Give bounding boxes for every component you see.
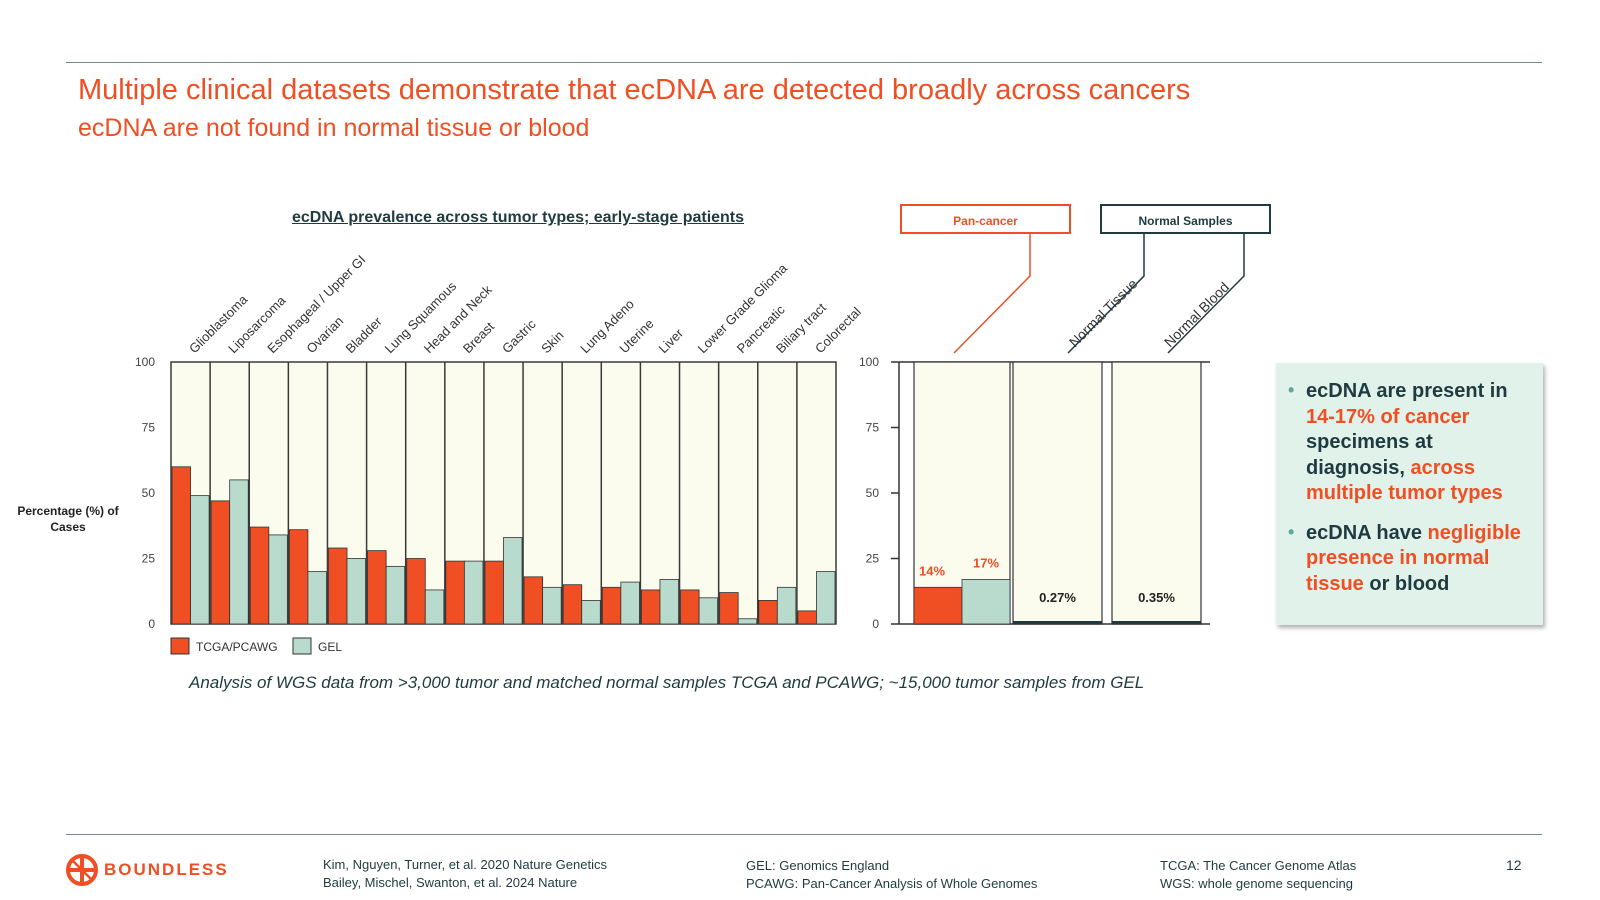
tcga-bar-0 bbox=[171, 466, 191, 625]
gel-bar-1 bbox=[229, 479, 249, 625]
normal-tissue-connector bbox=[1067, 234, 1145, 354]
y-tick-label-2: 0 bbox=[872, 617, 879, 631]
y-tick-label: 25 bbox=[142, 552, 156, 566]
category-label-4: Bladder bbox=[343, 313, 386, 356]
normal-value-label-1: 0.27% bbox=[1039, 590, 1076, 605]
boundless-logo-text: BOUNDLESS bbox=[104, 860, 229, 879]
y-tick-label: 50 bbox=[142, 486, 156, 500]
category-label-11: Uterine bbox=[616, 316, 656, 356]
tcga-bar-8 bbox=[484, 560, 504, 625]
pan-cancer-value-label-1: 17% bbox=[973, 555, 999, 570]
chart-title: ecDNA prevalence across tumor types; ear… bbox=[292, 209, 745, 226]
abbreviations-tcga-wgs: TCGA: The Cancer Genome Atlas WGS: whole… bbox=[1160, 858, 1357, 891]
y-tick-label-2: 50 bbox=[866, 486, 880, 500]
gel-bar-3 bbox=[307, 571, 327, 625]
gel-bar-6 bbox=[424, 589, 445, 625]
group-label-1: Normal Tissue bbox=[1066, 275, 1141, 350]
tcga-bar-11 bbox=[601, 586, 622, 625]
gel-bar-0 bbox=[190, 495, 210, 625]
page-subtitle: ecDNA are not found in normal tissue or … bbox=[78, 114, 590, 142]
gel-bar-5 bbox=[385, 565, 406, 625]
gel-bar-16 bbox=[816, 571, 836, 625]
callout-bullet-2: ecDNA have negligible presence in normal… bbox=[1288, 520, 1531, 598]
bottom-rule bbox=[66, 834, 1542, 835]
references: Kim, Nguyen, Turner, et al. 2020 Nature … bbox=[323, 857, 607, 890]
gel-bar-12 bbox=[659, 579, 679, 625]
gel-bar-10 bbox=[581, 600, 601, 625]
category-label-9: Skin bbox=[538, 328, 566, 356]
summary-callout: ecDNA are present in 14-17% of cancer sp… bbox=[1276, 363, 1543, 625]
boundless-logo-icon bbox=[66, 854, 98, 886]
pan-cancer-connector bbox=[953, 234, 1031, 354]
group-panel-1 bbox=[1012, 361, 1103, 625]
y-tick-label: 0 bbox=[148, 617, 155, 631]
normal-bar-2 bbox=[1112, 621, 1201, 624]
gel-bar-9 bbox=[542, 586, 562, 625]
gel-bar-13 bbox=[698, 597, 719, 625]
pan-cancer-bar-0 bbox=[913, 586, 963, 625]
gel-bar-11 bbox=[620, 581, 640, 625]
pan-cancer-value-label-0: 14% bbox=[919, 563, 945, 578]
tcga-bar-10 bbox=[562, 584, 583, 625]
legend-swatch-tcga bbox=[170, 637, 190, 655]
top-rule bbox=[66, 62, 1542, 63]
normal-blood-connector bbox=[1167, 234, 1245, 354]
y-tick-label: 100 bbox=[135, 355, 155, 369]
gel-bar-15 bbox=[776, 586, 797, 625]
tcga-bar-15 bbox=[758, 600, 778, 625]
group-label-2: Normal Blood bbox=[1161, 279, 1232, 350]
normal-value-label-2: 0.35% bbox=[1138, 590, 1175, 605]
tcga-bar-5 bbox=[367, 550, 387, 625]
gel-bar-7 bbox=[463, 560, 484, 625]
y-tick-label-2: 100 bbox=[859, 355, 879, 369]
tcga-bar-6 bbox=[406, 558, 426, 625]
legend-label-gel: GEL bbox=[318, 640, 342, 654]
legend-label-tcga: TCGA/PCAWG bbox=[196, 640, 278, 654]
y-tick-label-2: 25 bbox=[866, 552, 880, 566]
y-axis-label: Percentage (%) of Cases bbox=[17, 504, 119, 534]
legend-swatch-gel bbox=[292, 637, 312, 655]
tcga-bar-13 bbox=[680, 589, 700, 625]
gel-bar-4 bbox=[346, 558, 366, 625]
tcga-bar-3 bbox=[288, 529, 309, 625]
tcga-bar-16 bbox=[797, 610, 817, 625]
category-label-8: Gastric bbox=[499, 316, 539, 356]
y-tick-label-2: 75 bbox=[866, 421, 880, 435]
normal-bar-1 bbox=[1013, 621, 1102, 624]
page-number: 12 bbox=[1506, 857, 1522, 873]
gel-bar-8 bbox=[503, 537, 523, 625]
pan-cancer-header: Pan-cancer bbox=[900, 204, 1071, 234]
normal-samples-header: Normal Samples bbox=[1100, 204, 1271, 234]
category-label-6: Head and Neck bbox=[421, 282, 495, 356]
tcga-bar-1 bbox=[210, 500, 231, 625]
tcga-bar-2 bbox=[249, 526, 270, 625]
tcga-bar-14 bbox=[719, 592, 739, 625]
tcga-bar-12 bbox=[641, 589, 661, 625]
pan-cancer-bar-1 bbox=[961, 579, 1011, 625]
tcga-bar-4 bbox=[328, 547, 348, 625]
tcga-bar-9 bbox=[523, 576, 544, 625]
chart-caption: Analysis of WGS data from >3,000 tumor a… bbox=[189, 673, 1145, 692]
category-label-12: Liver bbox=[655, 325, 686, 356]
category-label-7: Breast bbox=[460, 319, 497, 356]
abbreviations-gel-pcawg: GEL: Genomics England PCAWG: Pan-Cancer … bbox=[746, 858, 1038, 891]
group-panel-2 bbox=[1111, 361, 1202, 625]
callout-bullet-1: ecDNA are present in 14-17% of cancer sp… bbox=[1288, 378, 1531, 507]
page-title: Multiple clinical datasets demonstrate t… bbox=[78, 74, 1191, 106]
tcga-bar-7 bbox=[445, 560, 465, 625]
gel-bar-2 bbox=[268, 534, 288, 625]
gel-bar-14 bbox=[737, 618, 758, 625]
y-tick-label: 75 bbox=[142, 421, 156, 435]
